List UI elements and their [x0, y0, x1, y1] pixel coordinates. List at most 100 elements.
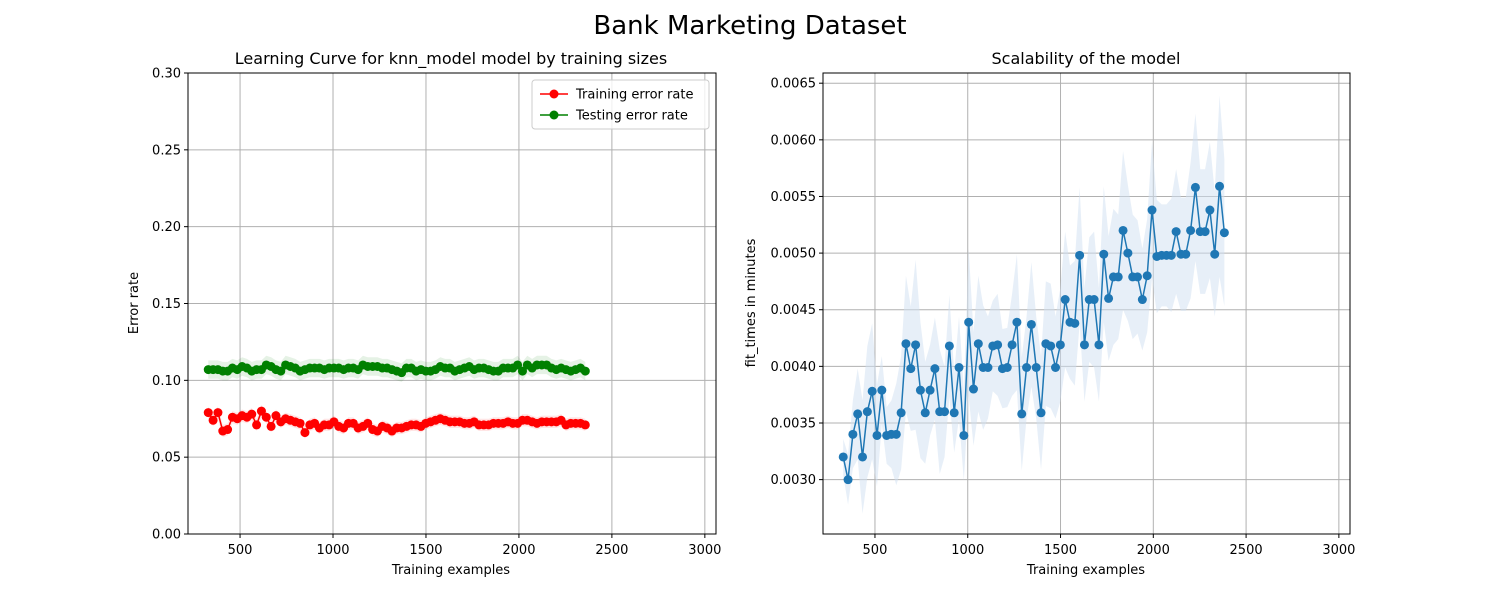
- y-tick-label: 0.0030: [771, 473, 817, 488]
- x-tick-label: 1000: [951, 543, 984, 558]
- data-point: [906, 364, 916, 374]
- data-point: [949, 408, 959, 418]
- data-point: [1002, 362, 1012, 372]
- data-point: [1089, 295, 1099, 305]
- data-point: [877, 385, 887, 395]
- y-tick-label: 0.0065: [771, 77, 817, 92]
- data-point: [1104, 293, 1114, 303]
- data-point: [964, 317, 974, 327]
- legend-box: [531, 79, 710, 130]
- y-tick-label: 0.05: [152, 451, 181, 466]
- data-point: [580, 366, 590, 376]
- learning-curve-ticks: 500 1000 1500 2000 2500 3000 0.00 0.05 0.10 0.15 0…: [152, 67, 721, 559]
- learning-curve-title: Learning Curve for knn_model model by tr…: [235, 49, 667, 69]
- data-point: [1026, 319, 1036, 329]
- learning-curve-plot: Learning Curve for knn_model model by tr…: [127, 49, 721, 578]
- data-point: [1133, 272, 1143, 282]
- x-tick-label: 2500: [595, 543, 628, 558]
- data-point: [208, 415, 218, 425]
- x-tick-label: 2000: [502, 543, 535, 558]
- data-point: [1060, 295, 1070, 305]
- y-tick-label: 0.0040: [771, 360, 817, 375]
- data-point: [1075, 250, 1085, 260]
- data-point: [1113, 272, 1123, 282]
- data-point: [1070, 318, 1080, 328]
- data-point: [915, 385, 925, 395]
- data-point: [858, 452, 868, 462]
- data-point: [896, 408, 906, 418]
- y-tick-label: 0.20: [152, 220, 181, 235]
- data-point: [1147, 205, 1157, 215]
- data-point: [940, 407, 950, 417]
- data-point: [1118, 225, 1128, 235]
- data-point: [1137, 295, 1147, 305]
- data-point: [1205, 205, 1215, 215]
- data-point: [1055, 340, 1065, 350]
- data-point: [973, 339, 983, 349]
- data-point: [1190, 182, 1200, 192]
- y-tick-label: 0.0035: [771, 416, 817, 431]
- data-point: [930, 364, 940, 374]
- data-point: [838, 452, 848, 462]
- x-tick-label: 1000: [316, 543, 349, 558]
- data-point: [853, 409, 863, 419]
- data-point: [901, 339, 911, 349]
- x-tick-label: 500: [228, 543, 253, 558]
- data-point: [993, 340, 1003, 350]
- legend-label: Testing error rate: [575, 109, 688, 124]
- x-tick-label: 2000: [1137, 543, 1170, 558]
- learning-curve-ylabel: Error rate: [127, 272, 142, 334]
- data-point: [271, 411, 281, 421]
- data-point: [1142, 271, 1152, 281]
- learning-curve-legend: Training error rate Testing error rate: [531, 79, 710, 130]
- learning-curve-series: [203, 355, 590, 439]
- data-point: [213, 408, 223, 418]
- data-point: [1036, 408, 1046, 418]
- data-point: [300, 428, 310, 438]
- data-point: [920, 408, 930, 418]
- data-point: [867, 386, 877, 396]
- legend-marker: [549, 89, 559, 99]
- data-point: [252, 420, 262, 430]
- learning-curve-frame: [187, 72, 717, 535]
- data-point: [1051, 362, 1061, 372]
- data-point: [983, 362, 993, 372]
- x-tick-label: 500: [863, 543, 888, 558]
- data-point: [1017, 409, 1027, 419]
- data-point: [1166, 250, 1176, 260]
- data-point: [891, 429, 901, 439]
- data-point: [954, 362, 964, 372]
- y-tick-label: 0.30: [152, 67, 181, 82]
- data-point: [1022, 362, 1032, 372]
- data-point: [256, 406, 266, 416]
- data-point: [1031, 362, 1041, 372]
- data-point: [1123, 248, 1133, 258]
- x-tick-label: 3000: [688, 543, 721, 558]
- data-point: [959, 430, 969, 440]
- x-tick-label: 1500: [409, 543, 442, 558]
- y-tick-label: 0.0050: [771, 247, 817, 262]
- y-tick-label: 0.0055: [771, 190, 817, 205]
- scalability-ticks: 500 1000 1500 2000 2500 3000 0.0030 0.0035 0.004…: [771, 77, 1356, 558]
- data-point: [1200, 227, 1210, 237]
- y-tick-label: 0.25: [152, 143, 181, 158]
- data-point: [1007, 340, 1017, 350]
- data-point: [1181, 249, 1191, 259]
- data-point: [1171, 227, 1181, 237]
- learning-curve-xlabel: Training examples: [391, 563, 510, 578]
- data-point: [911, 340, 921, 350]
- y-tick-label: 0.00: [152, 528, 181, 543]
- x-tick-label: 1500: [1044, 543, 1077, 558]
- scalability-ylabel: fit_times in minutes: [744, 238, 759, 367]
- data-point: [848, 429, 858, 439]
- figure-title: Bank Marketing Dataset: [593, 11, 906, 41]
- scalability-title: Scalability of the model: [992, 49, 1181, 68]
- data-point: [247, 409, 257, 419]
- x-tick-label: 3000: [1322, 543, 1355, 558]
- scalability-xlabel: Training examples: [1026, 563, 1145, 578]
- scalability-series: [838, 95, 1229, 514]
- y-tick-label: 0.0045: [771, 303, 817, 318]
- data-point: [968, 384, 978, 394]
- data-point: [223, 425, 233, 435]
